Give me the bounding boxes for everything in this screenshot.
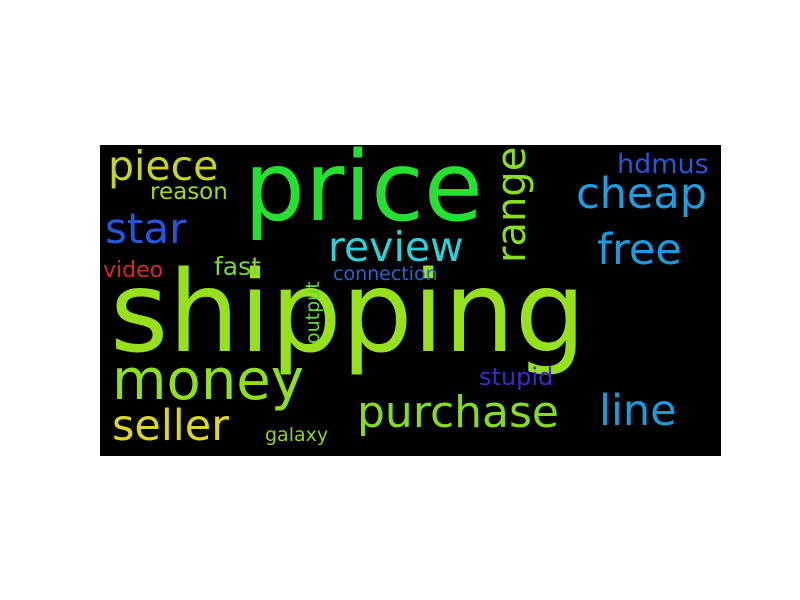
word-cheap: cheap: [576, 169, 707, 219]
word-star: star: [105, 204, 187, 253]
word-hdmus: hdmus: [617, 149, 709, 180]
word-fast: fast: [214, 252, 261, 281]
word-range: range: [489, 146, 535, 263]
word-reason: reason: [150, 179, 228, 205]
word-piece: piece: [108, 145, 219, 190]
word-output: output: [302, 281, 324, 344]
word-galaxy: galaxy: [265, 424, 329, 446]
word-free: free: [597, 225, 682, 275]
word-connection: connection: [333, 263, 438, 285]
word-line: line: [599, 386, 677, 436]
word-stupid: stupid: [479, 363, 554, 391]
word-seller: seller: [112, 401, 229, 451]
word-money: money: [112, 348, 304, 413]
word-video: video: [103, 258, 164, 283]
word-shipping: shipping: [110, 248, 586, 378]
word-cloud: shipping price money purchase seller rev…: [100, 145, 721, 456]
word-purchase: purchase: [357, 387, 559, 438]
word-price: price: [244, 145, 483, 243]
word-review: review: [328, 223, 464, 271]
